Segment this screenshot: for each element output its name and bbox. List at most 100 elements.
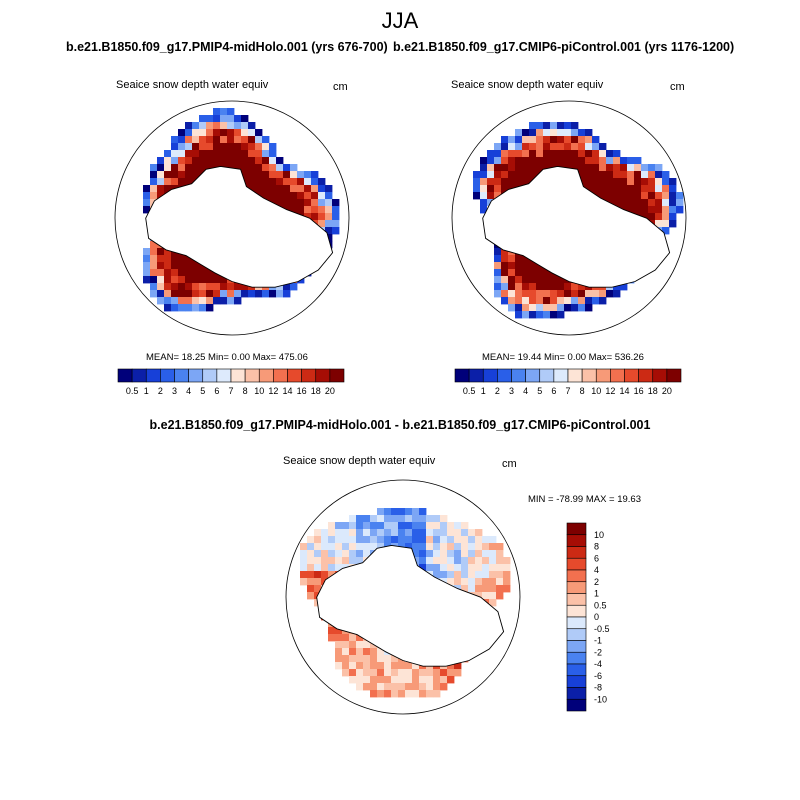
panel2-colorbar-box <box>652 368 668 383</box>
panel1-colorbar-box <box>202 368 218 383</box>
panel3-colorbar-box <box>566 557 587 571</box>
panel3-colorbar-box <box>566 640 587 653</box>
panel1-colorbar-tick-label: 4 <box>186 386 191 396</box>
panel2-colorbar-box <box>567 368 583 383</box>
panel1-colorbar: 0.5 1 2 3 4 5 6 7 8 10 12 14 16 18 20 <box>117 368 345 396</box>
panel2-colorbar-box <box>525 368 541 383</box>
panel3-colorbar-box <box>566 569 587 583</box>
panel1-colorbar-tick-label: 2 <box>158 386 163 396</box>
season-title: JJA <box>381 8 419 33</box>
panel2-title: b.e21.B1850.f09_g17.CMIP6-piControl.001 … <box>393 40 735 54</box>
panel1-colorbar-tick-label: 16 <box>297 386 307 396</box>
panel2-colorbar-box <box>539 368 555 383</box>
panel2-colorbar-box <box>581 368 597 383</box>
panel3-map-boundary <box>285 479 521 715</box>
panel3-colorbar-tick-label: 6 <box>594 553 599 563</box>
panel1-units-label: cm <box>333 81 348 93</box>
panel3-antarctica-coastline <box>316 544 505 667</box>
panel3-colorbar-tick-label: 4 <box>594 565 599 575</box>
panel1-colorbar-tick-label: 5 <box>200 386 205 396</box>
panel1-colorbar-box <box>258 368 274 383</box>
panel3-colorbar-box <box>566 522 587 536</box>
panel1-colorbar-tick-label: 18 <box>311 386 321 396</box>
panel3-title: b.e21.B1850.f09_g17.PMIP4-midHolo.001 - … <box>149 418 651 432</box>
panel3-colorbar-tick-label: 1 <box>594 589 599 599</box>
panel3-colorbar-box <box>566 581 587 594</box>
panel3-colorbar-tick-label: -2 <box>594 647 602 657</box>
panel2-colorbar-tick-label: 14 <box>619 386 629 396</box>
panel3-colorbar-tick-label: 10 <box>594 530 604 540</box>
panel2-colorbar-box <box>482 368 498 383</box>
panel1-colorbar-tick-label: 12 <box>268 386 278 396</box>
panel2-colorbar-tick-label: 20 <box>662 386 672 396</box>
panel2-colorbar-tick-label: 16 <box>634 386 644 396</box>
panel1-colorbar-box <box>301 368 317 383</box>
panel2-colorbar-tick-label: 10 <box>591 386 601 396</box>
panel1-colorbar-box <box>287 368 302 383</box>
panel3-colorbar-box <box>566 593 587 606</box>
panel3-colorbar-box <box>566 546 587 559</box>
panel1-colorbar-box <box>131 368 147 383</box>
panel3-colorbar-box <box>566 616 587 630</box>
panel2-colorbar: 0.5 1 2 3 4 5 6 7 8 10 12 14 16 18 20 <box>454 368 682 396</box>
panel1-colorbar-box <box>329 368 345 383</box>
panel1-colorbar-box <box>315 368 331 383</box>
panel3-colorbar-tick-label: -6 <box>594 671 602 681</box>
panel1-colorbar-tick-label: 10 <box>254 386 264 396</box>
panel2-colorbar-box <box>666 368 682 383</box>
panel3-units-label: cm <box>502 458 517 470</box>
panel3-colorbar-tick-label: -1 <box>594 636 602 646</box>
panel2-colorbar-tick-label: 7 <box>565 386 570 396</box>
panel2-colorbar-box <box>497 368 512 383</box>
panel3-colorbar-box <box>566 687 587 700</box>
panel1-colorbar-box <box>273 368 288 383</box>
panel1-colorbar-tick-label: 14 <box>282 386 292 396</box>
panel2-units-label: cm <box>670 81 685 93</box>
panel2-colorbar-tick-label: 4 <box>523 386 528 396</box>
panel3-colorbar-box <box>566 534 587 547</box>
panel3-colorbar-box <box>566 604 587 618</box>
panel3-colorbar-tick-label: 2 <box>594 577 599 587</box>
panel1-colorbar-tick-label: 20 <box>325 386 335 396</box>
panel1-colorbar-box <box>216 368 232 383</box>
panel2-colorbar-box <box>553 368 569 383</box>
panel1-colorbar-box <box>244 368 260 383</box>
panel2-colorbar-tick-label: 2 <box>495 386 500 396</box>
panel1-stats: MEAN= 18.25 Min= 0.00 Max= 475.06 <box>146 352 308 363</box>
panel3-colorbar-tick-label: 8 <box>594 542 599 552</box>
panel2-map <box>451 100 687 336</box>
panel2-colorbar-box <box>624 368 639 383</box>
panel1-variable-label: Seaice snow depth water equiv <box>116 79 269 91</box>
panel3-colorbar-box <box>566 663 587 677</box>
panel1-colorbar-tick-label: 3 <box>172 386 177 396</box>
panel2-colorbar-box <box>595 368 611 383</box>
panel2-colorbar-box <box>468 368 484 383</box>
panel3-colorbar-tick-label: -4 <box>594 659 602 669</box>
panel1-colorbar-box <box>188 368 204 383</box>
panel3-map <box>285 479 521 715</box>
panel2-colorbar-tick-label: 8 <box>580 386 585 396</box>
panel1-colorbar-tick-label: 7 <box>228 386 233 396</box>
panel1-title: b.e21.B1850.f09_g17.PMIP4-midHolo.001 (y… <box>66 40 388 54</box>
panel3-colorbar-tick-label: 0.5 <box>594 600 607 610</box>
panel3-colorbar-box <box>566 651 587 665</box>
panel1-antarctica-coastline <box>145 165 334 288</box>
panel3-colorbar-tick-label: -10 <box>594 694 607 704</box>
panel2-stats: MEAN= 19.44 Min= 0.00 Max= 536.26 <box>482 352 644 363</box>
panel2-colorbar-box <box>454 368 470 383</box>
panel1-colorbar-tick-label: 1 <box>144 386 149 396</box>
panel2-colorbar-tick-label: 3 <box>509 386 514 396</box>
panel3-colorbar-tick-label: -0.5 <box>594 624 610 634</box>
panel3-colorbar-tick-label: 0 <box>594 612 599 622</box>
panel2-variable-label: Seaice snow depth water equiv <box>451 79 604 91</box>
panel1-map-boundary <box>114 100 350 336</box>
panel2-colorbar-tick-label: 0.5 <box>463 386 476 396</box>
panel2-antarctica-coastline <box>482 165 671 288</box>
panel3-stats: MIN = -78.99 MAX = 19.63 <box>528 494 642 505</box>
panel1-colorbar-box <box>117 368 133 383</box>
panel3-variable-label: Seaice snow depth water equiv <box>283 455 436 467</box>
panel1-colorbar-box <box>230 368 246 383</box>
panel2-colorbar-tick-label: 12 <box>605 386 615 396</box>
panel1-colorbar-tick-label: 6 <box>214 386 219 396</box>
